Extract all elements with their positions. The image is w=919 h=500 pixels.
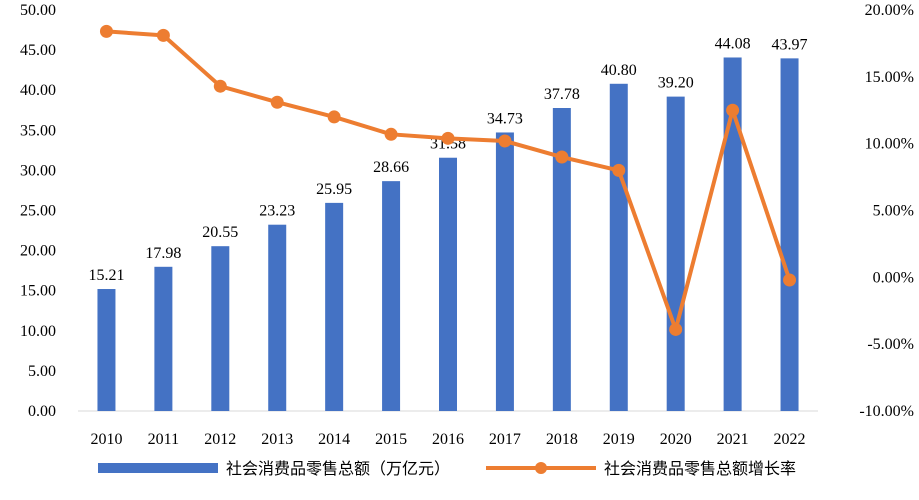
x-tick-label: 2017 (489, 431, 521, 448)
x-tick-label: 2021 (717, 431, 749, 448)
bar (666, 96, 685, 411)
y-left-tick-label: 25.00 (20, 203, 56, 220)
x-tick-label: 2019 (603, 431, 635, 448)
line-point (669, 322, 683, 336)
bar-data-label: 15.21 (88, 267, 124, 284)
axes-layer: 0.00 5.00 10.00 15.00 20.00 25.00 30.00 35.00 40… (20, 2, 914, 448)
line-point (384, 127, 398, 141)
bar-data-label: 23.23 (259, 203, 295, 220)
bar (723, 57, 742, 412)
y-left-tick-label: 0.00 (28, 403, 56, 420)
y-right-tick-label: 10.00% (865, 136, 914, 153)
bar (552, 108, 571, 412)
y-left-tick-label: 20.00 (20, 243, 56, 260)
line-point (441, 131, 455, 145)
bar (211, 246, 230, 411)
y-left-tick-label: 45.00 (20, 42, 56, 59)
x-tick-label: 2022 (774, 431, 806, 448)
y-left-tick-label: 10.00 (20, 323, 56, 340)
x-tick-label: 2013 (261, 431, 293, 448)
bar (439, 157, 457, 411)
bar (495, 132, 514, 411)
x-tick-label: 2015 (375, 431, 407, 448)
line-point (498, 134, 512, 148)
bar-data-label: 34.73 (487, 110, 523, 127)
bar-labels-layer: 15.2117.9820.5523.2325.9528.6631.5834.73… (88, 35, 807, 284)
line-point (783, 273, 797, 287)
line-point (726, 103, 740, 117)
legend-bar-label: 社会消费品零售总额（万亿元） (226, 459, 450, 478)
x-tick-label: 2011 (148, 431, 179, 448)
bar-data-label: 37.78 (544, 86, 580, 103)
x-tick-label: 2020 (660, 431, 692, 448)
bar-data-label: 25.95 (316, 181, 352, 198)
bar-data-label: 43.97 (772, 36, 808, 53)
line-point (612, 163, 626, 177)
x-tick-label: 2018 (546, 431, 578, 448)
y-right-tick-label: -10.00% (859, 403, 914, 420)
bar (268, 224, 287, 411)
y-left-tick-label: 40.00 (20, 82, 56, 99)
bars-layer (97, 57, 799, 412)
line-point (156, 28, 170, 42)
line-point (270, 95, 284, 109)
legend-line-label: 社会消费品零售总额增长率 (604, 459, 796, 478)
line-layer (99, 24, 797, 336)
legend-bar-swatch (98, 463, 218, 473)
bar-data-label: 17.98 (145, 245, 181, 262)
line-point (327, 110, 341, 124)
bar-data-label: 44.08 (715, 35, 751, 52)
bar (325, 202, 344, 411)
line-point (213, 79, 227, 93)
bar-data-label: 39.20 (658, 75, 694, 92)
y-right-tick-label: 20.00% (865, 2, 914, 19)
legend: 社会消费品零售总额（万亿元） 社会消费品零售总额增长率 (98, 459, 796, 478)
y-left-tick-label: 30.00 (20, 162, 56, 179)
x-tick-label: 2014 (318, 431, 350, 448)
y-right-tick-label: 0.00% (873, 269, 914, 286)
legend-line-marker (535, 462, 547, 474)
y-left-tick-label: 15.00 (20, 283, 56, 300)
x-tick-label: 2016 (432, 431, 464, 448)
y-left-tick-label: 50.00 (20, 2, 56, 19)
y-right-tick-label: 15.00% (865, 69, 914, 86)
bar (382, 181, 401, 411)
bar (154, 266, 173, 411)
x-tick-label: 2012 (204, 431, 236, 448)
bar-data-label: 28.66 (373, 159, 409, 176)
line-point (555, 150, 569, 164)
bar (780, 58, 799, 412)
y-left-tick-label: 5.00 (28, 363, 56, 380)
bar-data-label: 40.80 (601, 62, 637, 79)
bar (97, 289, 116, 411)
y-right-tick-label: -5.00% (867, 336, 914, 353)
y-right-tick-label: 5.00% (873, 203, 914, 220)
bar (609, 83, 628, 411)
bar-data-label: 20.55 (202, 224, 238, 241)
x-tick-label: 2010 (90, 431, 122, 448)
y-left-tick-label: 35.00 (20, 122, 56, 139)
line-point (99, 24, 113, 38)
